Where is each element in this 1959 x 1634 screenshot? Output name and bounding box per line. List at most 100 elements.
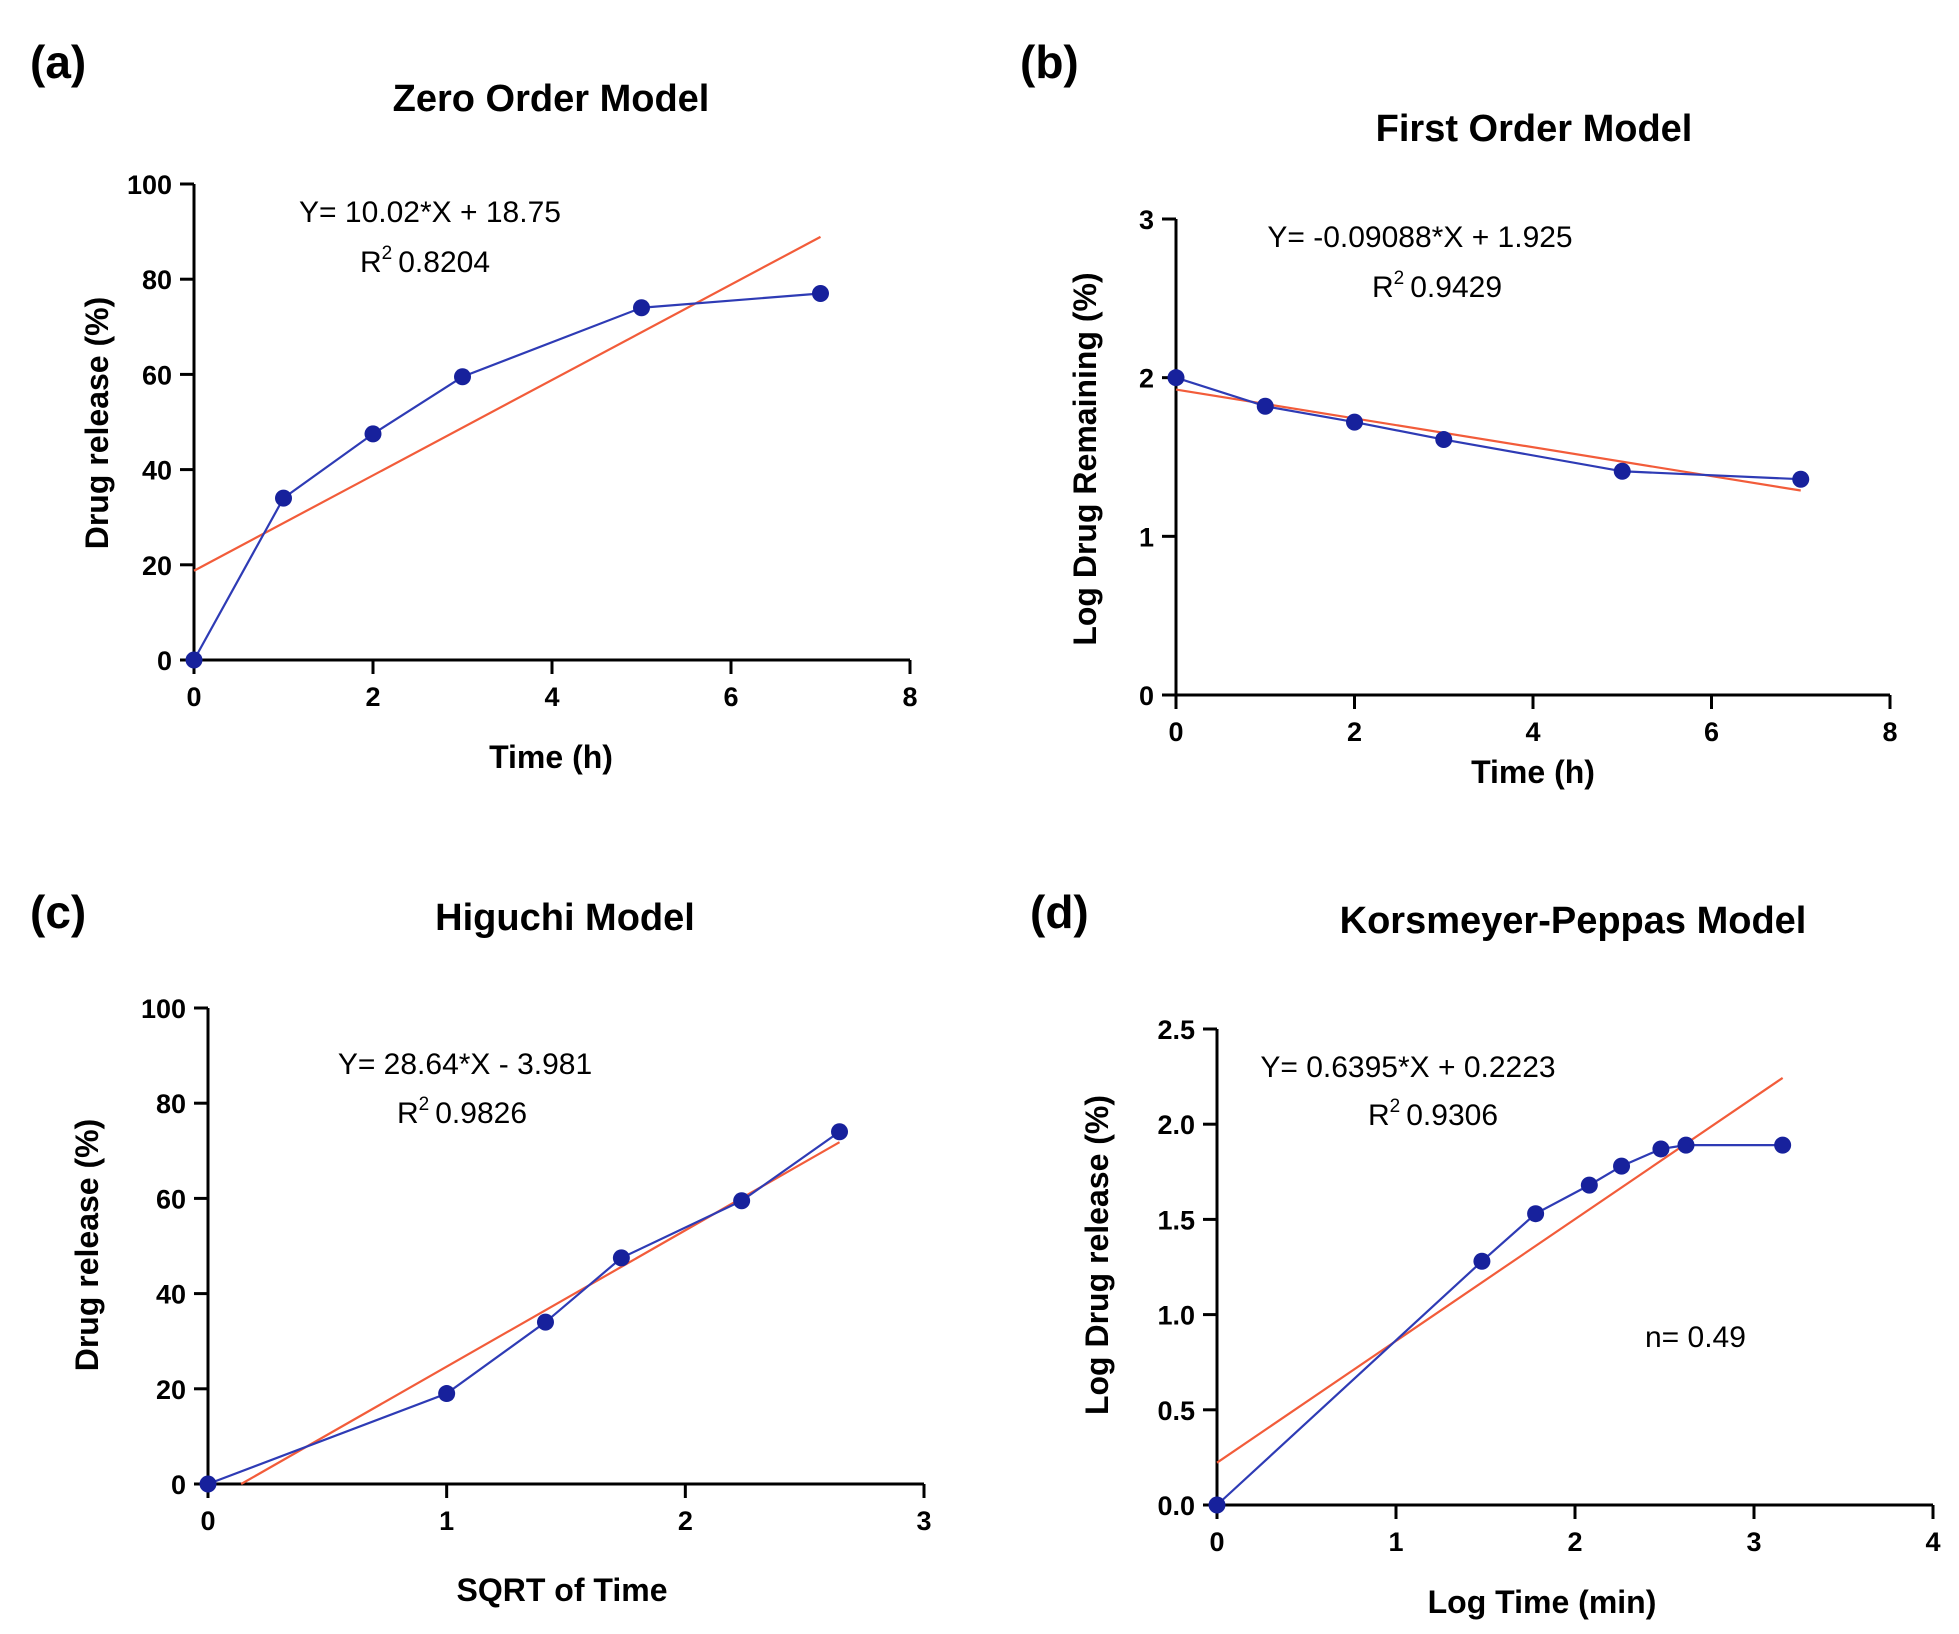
- data-point: [831, 1123, 849, 1141]
- x-tick-label: 2: [678, 1506, 693, 1536]
- data-point: [1527, 1205, 1545, 1223]
- panel-label: (c): [30, 886, 86, 938]
- data-point: [812, 284, 829, 302]
- data-point: [1346, 413, 1363, 431]
- y-tick-label: 0.0: [1157, 1491, 1195, 1521]
- y-tick-label: 3: [1139, 205, 1154, 235]
- x-tick-label: 6: [1704, 717, 1719, 747]
- x-axis-title: Log Time (min): [1428, 1584, 1657, 1620]
- x-tick-label: 3: [1746, 1527, 1761, 1557]
- x-tick-label: 0: [1209, 1527, 1224, 1557]
- plot-marks: [1167, 369, 1810, 492]
- data-point: [1613, 462, 1631, 480]
- chart-title: First Order Model: [1376, 108, 1693, 150]
- y-tick-label: 60: [142, 360, 172, 390]
- y-tick-label: 80: [142, 265, 172, 295]
- panel-label: (d): [1030, 886, 1089, 938]
- data-series-line: [193, 292, 821, 661]
- plot-marks: [199, 1123, 849, 1493]
- y-tick-label: 0.5: [1157, 1396, 1195, 1426]
- chart-title: Higuchi Model: [435, 897, 695, 939]
- r-squared: R2 0.9826: [397, 1094, 527, 1130]
- fit-line: [193, 235, 822, 572]
- r-squared: R2 0.9429: [1372, 268, 1502, 304]
- exponent-n: n= 0.49: [1645, 1321, 1746, 1354]
- y-tick-label: 1.5: [1157, 1205, 1195, 1235]
- data-point: [1774, 1136, 1792, 1154]
- panel-label: (b): [1020, 36, 1079, 88]
- fit-equation: Y= 0.6395*X + 0.2223: [1260, 1051, 1555, 1084]
- data-point: [612, 1249, 630, 1267]
- fit-equation: Y= 10.02*X + 18.75: [299, 196, 561, 229]
- x-tick-label: 0: [200, 1506, 215, 1536]
- y-tick-label: 0: [1139, 681, 1154, 711]
- y-tick-label: 0: [157, 646, 172, 676]
- data-point: [733, 1192, 751, 1210]
- panel-b: (b) First Order Model Y= -0.09088*X + 1.…: [1020, 36, 1898, 790]
- panel-c: (c) Higuchi Model Y= 28.64*X - 3.981 R2 0…: [30, 886, 932, 1608]
- fit-line: [240, 1141, 841, 1485]
- y-tick-label: 2: [1139, 364, 1154, 394]
- fit-equation: Y= 28.64*X - 3.981: [338, 1048, 592, 1081]
- y-axis-title: Drug release (%): [69, 1119, 105, 1372]
- data-point: [1167, 369, 1185, 387]
- data-point: [633, 299, 650, 317]
- plot-marks: [185, 235, 829, 669]
- fit-line: [1216, 1077, 1784, 1464]
- r-squared: R2 0.8204: [360, 243, 490, 279]
- x-tick-label: 0: [1168, 717, 1183, 747]
- data-point: [1473, 1252, 1491, 1270]
- axis-ticks: 0 2 4 6 8 0 1 2 3: [1139, 205, 1898, 747]
- x-tick-label: 6: [723, 682, 738, 712]
- data-point: [275, 489, 292, 507]
- x-tick-label: 8: [1882, 717, 1897, 747]
- axis-ticks: 0 1 2 3 0 20 40 60 80 100: [141, 994, 932, 1536]
- x-tick-label: 4: [1525, 717, 1540, 747]
- x-tick-label: 4: [544, 682, 559, 712]
- data-point: [364, 425, 382, 443]
- data-point: [438, 1385, 456, 1403]
- x-tick-label: 2: [1567, 1527, 1582, 1557]
- x-tick-label: 4: [1925, 1527, 1940, 1557]
- y-tick-label: 40: [156, 1280, 186, 1310]
- y-tick-label: 2.0: [1157, 1110, 1195, 1140]
- x-tick-label: 1: [1388, 1527, 1403, 1557]
- x-tick-label: 0: [186, 682, 201, 712]
- x-axis-title: Time (h): [1471, 754, 1595, 790]
- x-tick-label: 2: [1347, 717, 1362, 747]
- y-tick-label: 40: [142, 456, 172, 486]
- panel-a: (a) Zero Order Model Y= 10.02*X + 18.75 …: [30, 36, 918, 775]
- data-point: [1792, 470, 1810, 488]
- y-tick-label: 20: [156, 1375, 186, 1405]
- r-squared: R2 0.9306: [1368, 1096, 1498, 1132]
- axis-ticks: 0 1 2 3 4 0.0 0.5 1.0 1.5 2.0 2.5: [1157, 1015, 1940, 1557]
- data-series-line: [1175, 376, 1801, 481]
- y-axis-title: Drug release (%): [79, 297, 115, 550]
- x-tick-label: 2: [365, 682, 380, 712]
- data-point: [1613, 1157, 1631, 1175]
- data-point: [1435, 431, 1453, 449]
- data-point: [454, 368, 471, 386]
- y-tick-label: 1.0: [1157, 1301, 1195, 1331]
- y-tick-label: 80: [156, 1089, 186, 1119]
- plot-marks: [1208, 1077, 1792, 1514]
- data-point: [1580, 1176, 1598, 1194]
- data-point: [1652, 1140, 1670, 1158]
- y-tick-label: 100: [141, 994, 186, 1024]
- y-tick-label: 100: [127, 170, 172, 200]
- y-tick-label: 20: [142, 551, 172, 581]
- data-point: [536, 1313, 554, 1331]
- panel-label: (a): [30, 36, 86, 88]
- x-tick-label: 1: [439, 1506, 454, 1536]
- y-tick-label: 2.5: [1157, 1015, 1195, 1045]
- panel-d: (d) Korsmeyer-Peppas Model Y= 0.6395*X +…: [1030, 886, 1941, 1620]
- data-point: [199, 1475, 217, 1493]
- x-axis-title: SQRT of Time: [457, 1572, 668, 1608]
- data-point: [1677, 1136, 1695, 1154]
- x-axis-title: Time (h): [489, 739, 613, 775]
- x-tick-label: 3: [916, 1506, 931, 1536]
- data-series-line: [207, 1130, 841, 1486]
- data-point: [1208, 1496, 1226, 1514]
